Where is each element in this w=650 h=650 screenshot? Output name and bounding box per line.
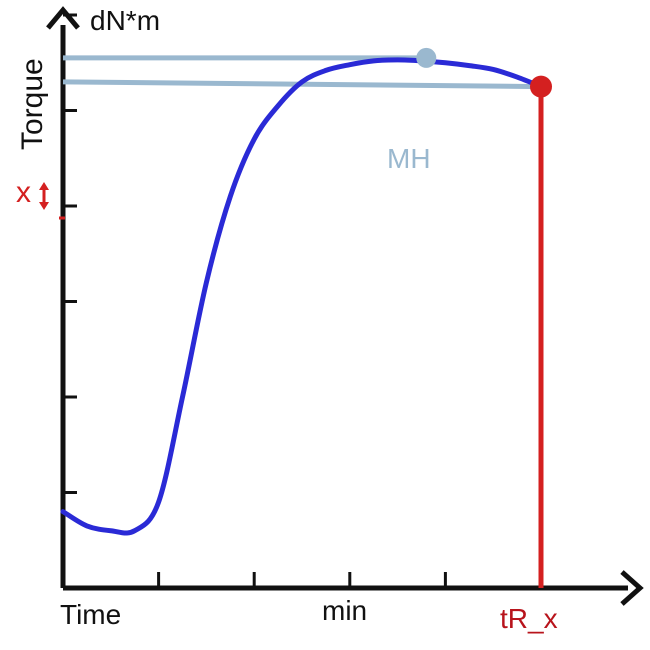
- markers: [39, 47, 552, 588]
- x-axis-arrow: [620, 570, 644, 606]
- torque-curve: [60, 57, 544, 536]
- tr-label: tR_x: [500, 603, 558, 634]
- axes: [46, 6, 644, 606]
- x-marker-label: x: [16, 176, 31, 209]
- x-marker-arrow-down: [39, 202, 49, 210]
- y-axis-label: Torque: [16, 58, 49, 150]
- mh-label: MH: [387, 143, 431, 174]
- tr-point: [530, 75, 552, 98]
- series: [60, 57, 544, 536]
- ticks: [63, 13, 543, 588]
- y-unit-label: dN*m: [90, 5, 160, 36]
- mh-point: [416, 47, 437, 68]
- y-axis-arrow: [46, 6, 80, 30]
- x-marker-arrow-up: [39, 182, 49, 190]
- x-axis-time-label: Time: [60, 599, 121, 630]
- x-unit-label: min: [322, 595, 367, 626]
